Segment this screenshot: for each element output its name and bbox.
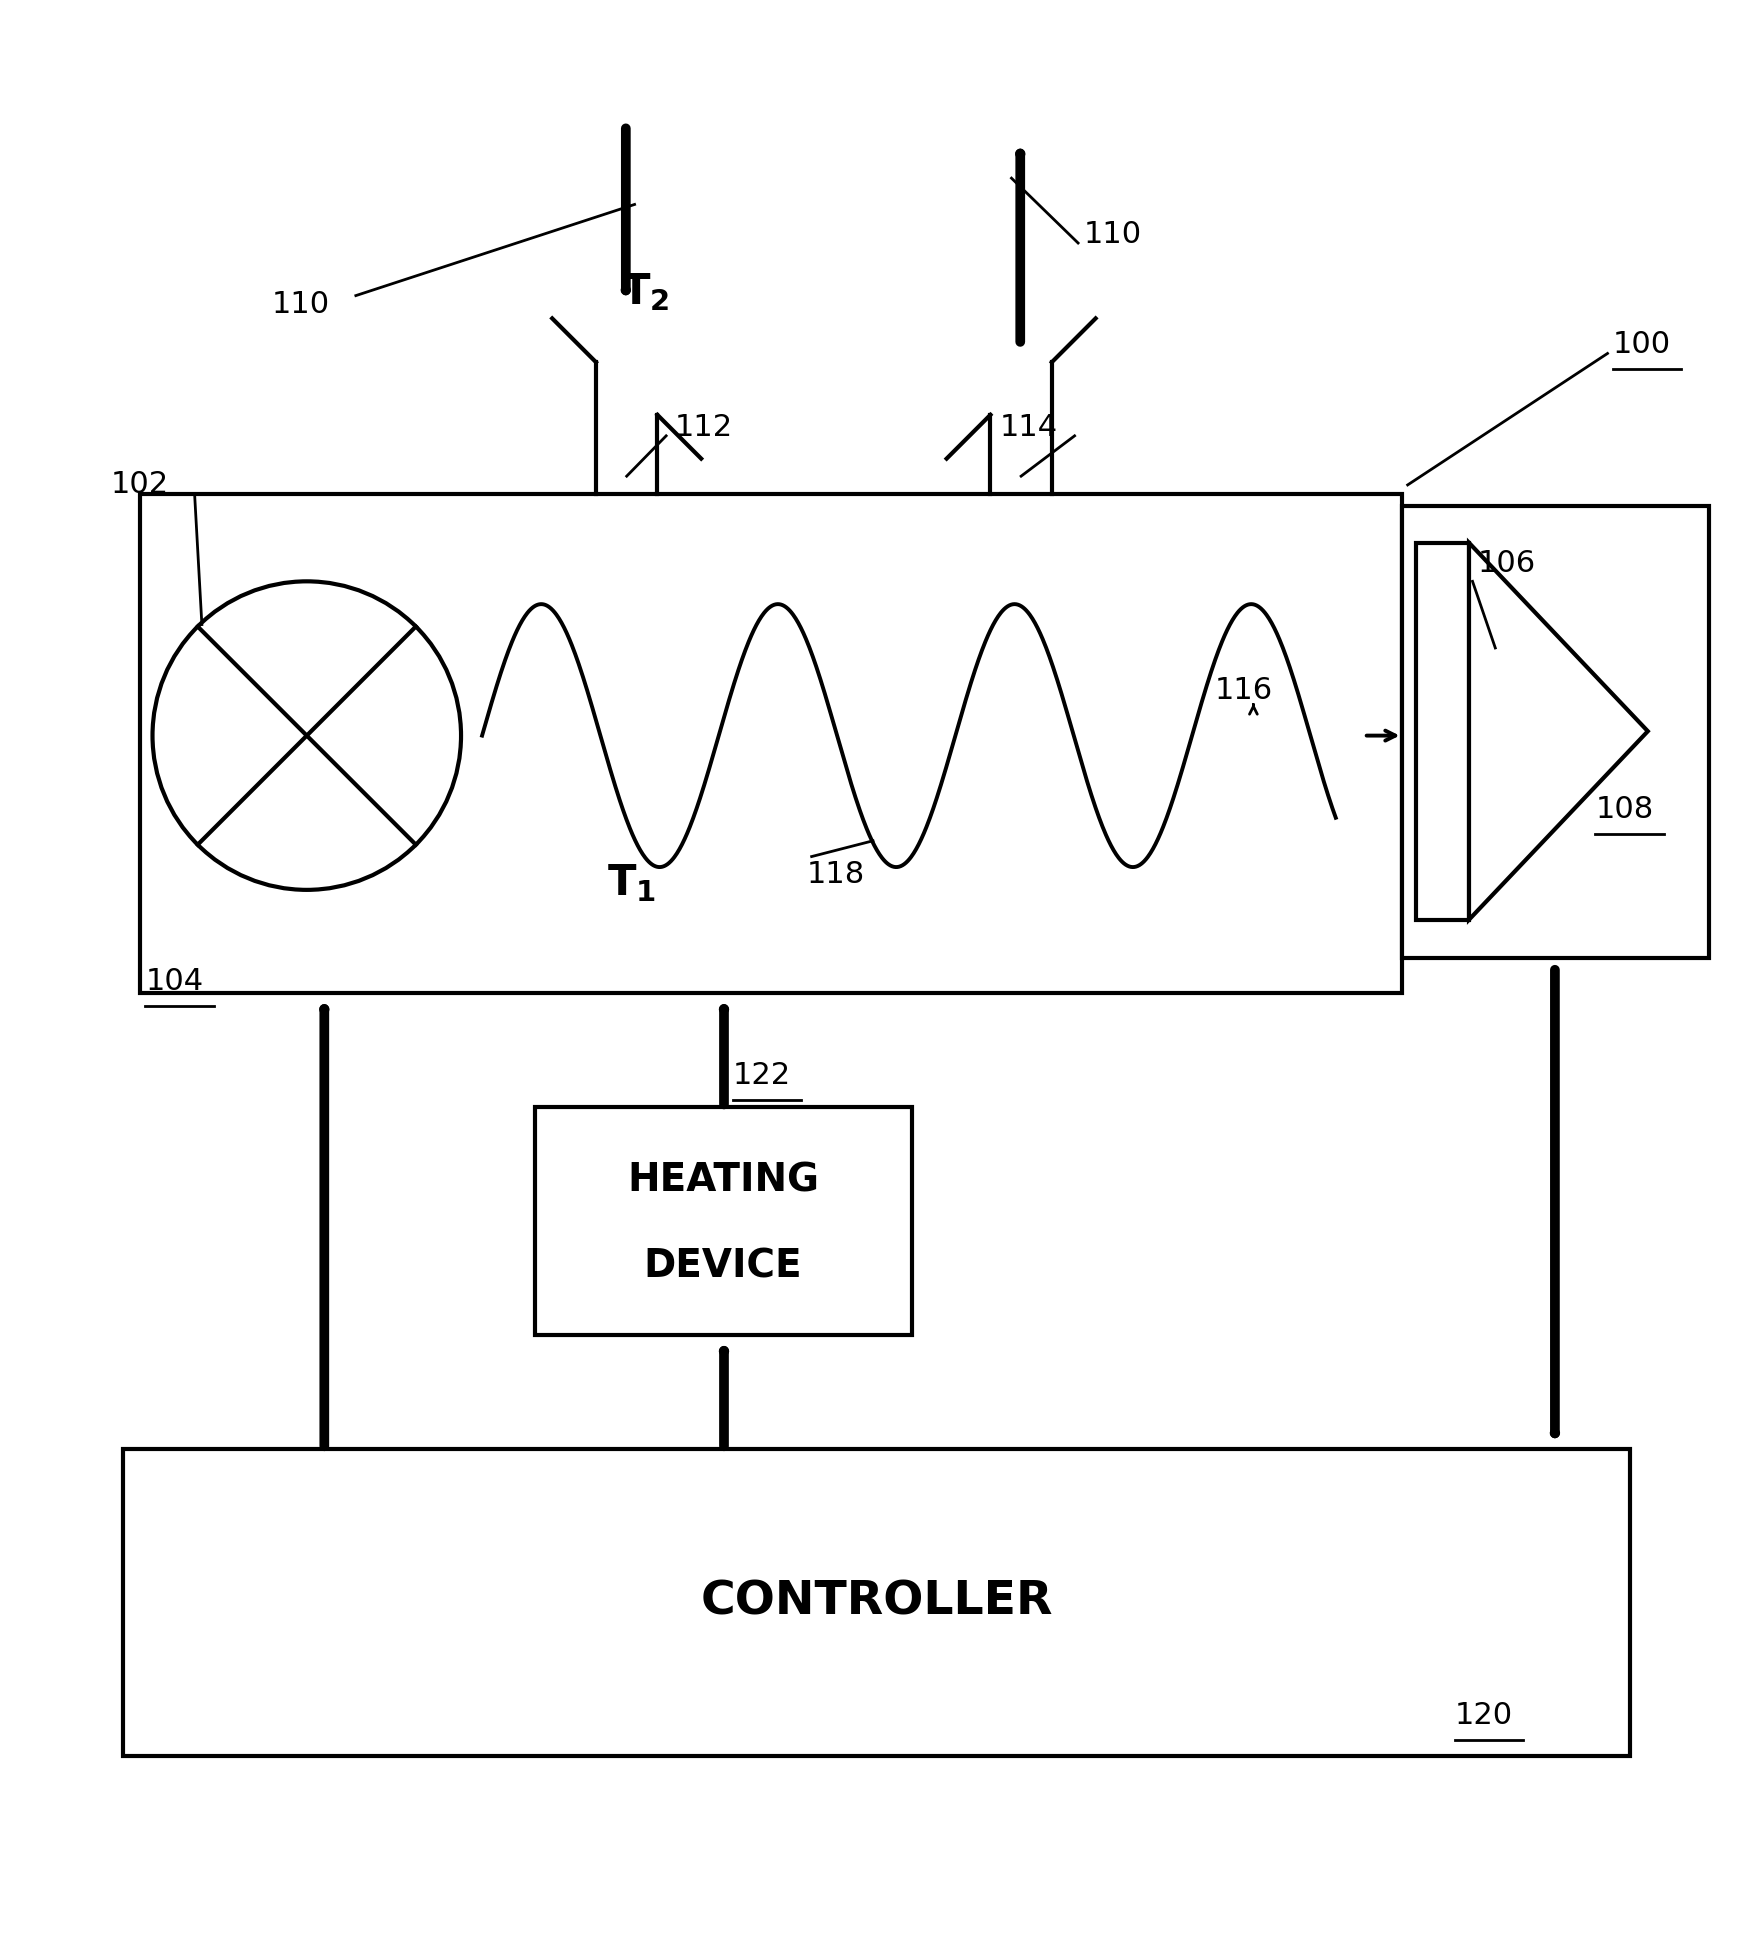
Bar bbox=[140, 493, 1402, 994]
Text: 106: 106 bbox=[1478, 549, 1536, 578]
Bar bbox=[1416, 543, 1469, 921]
Polygon shape bbox=[1469, 543, 1648, 921]
Text: HEATING: HEATING bbox=[628, 1160, 819, 1199]
Text: 110: 110 bbox=[1083, 220, 1141, 249]
Bar bbox=[1402, 507, 1709, 957]
Text: 112: 112 bbox=[675, 412, 733, 441]
Text: $\mathbf{T_2}$: $\mathbf{T_2}$ bbox=[621, 271, 670, 313]
Text: 122: 122 bbox=[733, 1062, 791, 1091]
Bar bbox=[535, 1108, 912, 1334]
Text: 116: 116 bbox=[1215, 675, 1273, 704]
Text: 114: 114 bbox=[999, 412, 1057, 441]
Text: 104: 104 bbox=[145, 967, 203, 996]
Text: 120: 120 bbox=[1455, 1702, 1513, 1731]
Text: 110: 110 bbox=[272, 290, 330, 319]
Bar bbox=[123, 1449, 1630, 1756]
Text: 118: 118 bbox=[806, 859, 864, 888]
Text: 102: 102 bbox=[110, 470, 168, 499]
Text: 108: 108 bbox=[1595, 795, 1653, 824]
Text: DEVICE: DEVICE bbox=[643, 1247, 803, 1286]
Text: 100: 100 bbox=[1613, 331, 1671, 360]
Text: CONTROLLER: CONTROLLER bbox=[699, 1580, 1054, 1625]
Text: $\mathbf{T_1}$: $\mathbf{T_1}$ bbox=[607, 863, 656, 903]
Circle shape bbox=[153, 582, 461, 890]
